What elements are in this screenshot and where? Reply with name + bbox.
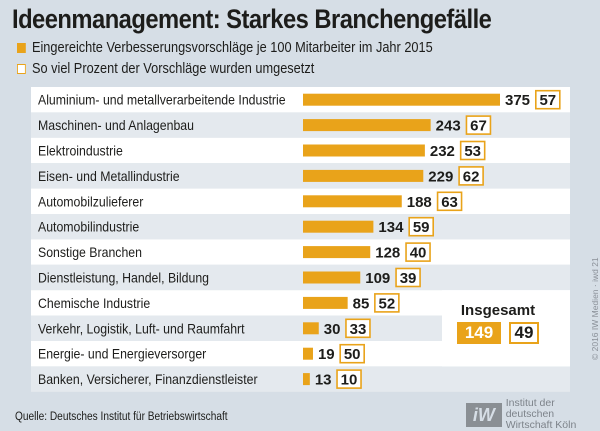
bar — [303, 271, 361, 284]
value-label: 128 — [375, 245, 400, 262]
category-label: Aluminium- und metallverarbeitende Indus… — [38, 92, 286, 108]
value-label: 232 — [430, 143, 455, 160]
category-label: Maschinen- und Anlagenbau — [38, 117, 194, 133]
percent-label: 52 — [379, 295, 396, 312]
percent-label: 33 — [350, 321, 367, 338]
category-label: Banken, Versicherer, Finanzdienstleister — [38, 371, 258, 387]
row-background — [31, 264, 570, 291]
percent-box — [345, 318, 371, 339]
value-label: 229 — [428, 168, 453, 185]
category-label: Automobilzulieferer — [38, 194, 144, 210]
percent-label: 53 — [464, 143, 481, 160]
bar — [303, 322, 319, 335]
value-label: 30 — [324, 321, 341, 338]
category-label: Dienstleistung, Handel, Bildung — [38, 270, 209, 286]
category-label: Eisen- und Metallindustrie — [38, 168, 180, 184]
total-box: Insgesamt 149 49 — [452, 302, 544, 344]
bar — [303, 347, 313, 360]
percent-box — [336, 369, 362, 389]
category-label: Verkehr, Logistik, Luft- und Raumfahrt — [38, 321, 245, 337]
total-implemented: 49 — [509, 322, 539, 344]
category-label: Chemische Industrie — [38, 295, 150, 311]
percent-label: 10 — [341, 372, 358, 389]
bar — [303, 195, 402, 208]
row-background — [31, 188, 570, 214]
percent-box — [339, 343, 365, 364]
legend-swatch-filled — [17, 43, 26, 53]
row-background — [31, 239, 570, 265]
value-label: 85 — [353, 295, 370, 312]
category-label: Energie- und Energieversorger — [38, 346, 207, 362]
value-label: 19 — [318, 346, 335, 363]
bar — [303, 119, 431, 132]
logo-line2: Wirtschaft Köln — [505, 419, 577, 431]
percent-box — [374, 293, 400, 313]
percent-label: 63 — [441, 194, 458, 211]
percent-box — [465, 115, 492, 135]
bar — [303, 169, 424, 182]
legend-label: Eingereichte Verbesserungsvorschläge je … — [31, 40, 433, 56]
percent-box — [395, 267, 421, 288]
value-label: 243 — [436, 118, 461, 135]
row-background — [31, 214, 570, 240]
row-background — [31, 366, 570, 392]
percent-box — [459, 140, 486, 161]
copyright: © 2016 IW Medien · iwd 21 — [590, 257, 600, 360]
bar — [303, 144, 425, 157]
percent-box — [458, 166, 484, 186]
percent-box — [405, 242, 431, 262]
source-note: Quelle: Deutsches Institut für Betriebsw… — [15, 411, 228, 423]
value-label: 134 — [378, 219, 404, 236]
chart-title: Ideenmanagement: Starkes Branchengefälle — [12, 4, 492, 34]
bar — [303, 246, 371, 259]
legend-item-submitted: Eingereichte Verbesserungsvorschläge je … — [17, 40, 433, 56]
value-label: 375 — [505, 92, 530, 109]
percent-label: 39 — [400, 270, 417, 287]
legend-label: So viel Prozent der Vorschläge wurden um… — [31, 61, 315, 77]
total-label: Insgesamt — [460, 302, 536, 319]
percent-label: 50 — [344, 346, 361, 363]
legend-item-implemented: So viel Prozent der Vorschläge wurden um… — [17, 61, 314, 77]
iw-logo: iW Institut der deutschen Wirtschaft Köln — [466, 398, 600, 431]
value-label: 13 — [315, 372, 332, 389]
percent-label: 67 — [470, 118, 487, 135]
value-label: 188 — [407, 194, 432, 211]
category-label: Elektroindustrie — [38, 143, 123, 159]
value-label: 109 — [365, 270, 390, 287]
percent-box — [408, 216, 434, 237]
bar — [303, 93, 500, 106]
percent-box — [436, 191, 463, 212]
logo-line1: Institut der deutschen — [505, 397, 555, 420]
bar — [303, 296, 348, 309]
category-label: Automobilindustrie — [38, 219, 139, 235]
legend-swatch-outlined — [17, 64, 26, 74]
iw-logo-mark: iW — [466, 402, 502, 427]
percent-label: 62 — [463, 168, 480, 185]
bar — [303, 373, 310, 386]
percent-label: 57 — [539, 92, 556, 109]
category-label: Sonstige Branchen — [38, 244, 142, 260]
percent-label: 59 — [413, 219, 430, 236]
percent-label: 40 — [410, 245, 427, 262]
total-submitted: 149 — [457, 322, 501, 344]
bar — [303, 220, 374, 233]
percent-box — [534, 89, 561, 110]
